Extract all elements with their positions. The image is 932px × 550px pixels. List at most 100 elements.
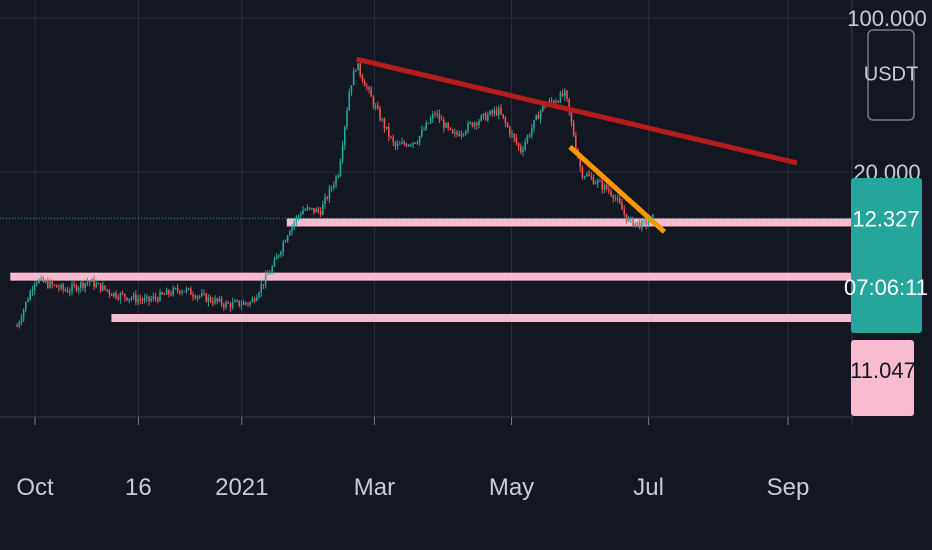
candle-body <box>58 287 60 289</box>
unit-button[interactable]: USDT <box>864 29 918 121</box>
candle-body <box>478 120 480 126</box>
candle-body <box>509 127 511 135</box>
candle-body <box>258 292 260 298</box>
candle-body <box>469 122 472 124</box>
candle-body <box>480 115 483 121</box>
candle-body <box>418 136 421 143</box>
candle-body <box>284 241 287 243</box>
candle-body <box>350 85 353 93</box>
candle-body <box>396 143 399 147</box>
candle-body <box>445 123 447 128</box>
candle-body <box>568 98 571 112</box>
candle-body <box>605 184 608 190</box>
candle-body <box>555 101 557 103</box>
candle-body <box>234 300 236 302</box>
candle-body <box>619 198 621 204</box>
candle-body <box>570 111 573 123</box>
candle-body <box>25 301 27 310</box>
candle-body <box>97 283 100 285</box>
candle-body <box>385 126 388 129</box>
horizontal-zones[interactable] <box>10 218 853 322</box>
candle-body <box>522 149 524 152</box>
candle-body <box>62 284 65 290</box>
candle-body <box>304 209 307 211</box>
support-zone <box>286 218 852 227</box>
time-axis[interactable]: Oct 16 2021 Mar May Jul Sep <box>16 417 809 501</box>
candle-body <box>414 142 417 144</box>
candle-body <box>462 133 465 135</box>
trendlines[interactable] <box>355 56 798 234</box>
candle-body <box>511 133 513 135</box>
candle-body <box>421 129 423 137</box>
candle-body <box>267 274 269 276</box>
candle-body <box>502 114 505 118</box>
candle-body <box>179 290 181 293</box>
candle-body <box>247 303 249 305</box>
candle-body <box>425 122 428 130</box>
resistance-trendline <box>355 56 798 166</box>
candle-body <box>150 299 153 301</box>
candle-body <box>355 70 357 72</box>
candle-body <box>40 277 43 280</box>
candle-body <box>542 103 544 111</box>
candle-body <box>333 184 335 188</box>
candle-body <box>154 296 157 299</box>
candle-body <box>410 144 412 146</box>
candle-body <box>447 123 450 128</box>
candle-body <box>328 188 331 199</box>
candle-body <box>278 255 280 257</box>
candle-body <box>379 108 381 120</box>
candle-body <box>539 110 542 120</box>
time-tick-label: Sep <box>767 474 810 501</box>
candle-body <box>504 117 507 124</box>
candle-body <box>467 122 469 132</box>
candle-body <box>465 131 467 134</box>
candle-body <box>449 127 452 130</box>
candle-body <box>572 122 575 136</box>
candle-body <box>242 302 245 305</box>
candle-body <box>588 174 590 176</box>
candle-body <box>82 282 84 288</box>
candle-body <box>69 291 71 293</box>
candle-body <box>377 105 379 109</box>
candle-body <box>416 142 419 144</box>
candle-body <box>55 284 58 288</box>
candle-body <box>335 176 337 185</box>
candle-body <box>99 283 102 291</box>
candle-body <box>634 222 637 227</box>
time-tick-label: Oct <box>16 474 54 501</box>
candle-body <box>535 115 538 120</box>
candle-body <box>245 302 247 304</box>
candle-body <box>223 304 225 308</box>
candle-body <box>130 298 133 300</box>
candle-body <box>192 294 194 297</box>
candle-body <box>295 216 298 222</box>
candle-body <box>132 294 135 299</box>
candle-body <box>322 204 324 215</box>
candle-body <box>493 110 496 114</box>
candle-body <box>253 298 256 301</box>
candle-body <box>374 105 377 107</box>
candle-body <box>491 110 494 114</box>
candle-body <box>306 207 309 210</box>
candle-body <box>119 293 122 300</box>
candle-body <box>443 119 445 128</box>
candle-body <box>293 221 296 226</box>
candle-body <box>269 272 271 275</box>
candle-body <box>581 167 584 178</box>
candle-body <box>60 284 62 289</box>
last-price-badge <box>851 178 922 333</box>
candle-body <box>163 294 166 296</box>
candle-body <box>225 302 227 308</box>
candle-body <box>427 122 430 124</box>
time-tick-label: Jul <box>633 474 664 501</box>
countdown-label: 07:06:11 <box>844 275 928 300</box>
candle-body <box>407 144 410 147</box>
candle-body <box>608 189 610 192</box>
candle-body <box>42 277 45 283</box>
candle-body <box>143 297 146 301</box>
candle-body <box>264 274 267 285</box>
candle-body <box>53 284 56 286</box>
candle-body <box>579 157 582 168</box>
